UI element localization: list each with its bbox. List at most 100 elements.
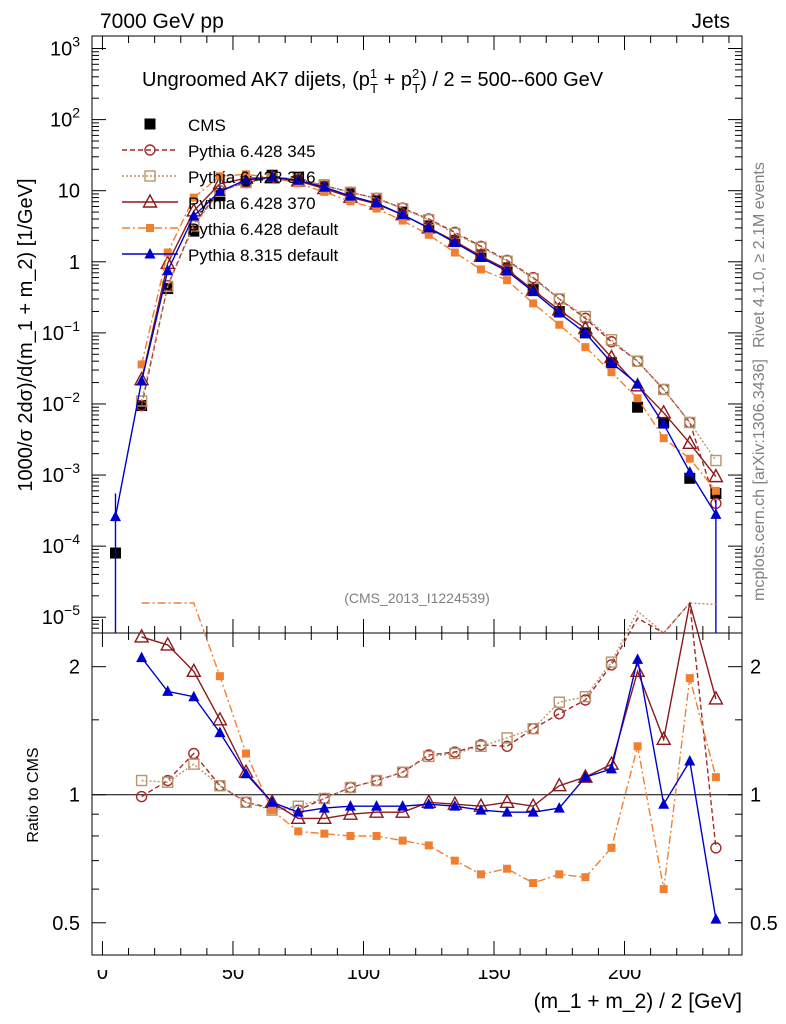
ratio-point	[294, 827, 303, 836]
ratio-point	[188, 690, 200, 702]
ratio-point	[342, 805, 359, 820]
main-ytick-label: 10−3	[42, 460, 80, 487]
data-point	[137, 360, 146, 369]
ratio-line	[141, 602, 717, 820]
ratio-point	[499, 793, 515, 808]
data-point	[503, 276, 512, 285]
legend-marker	[144, 118, 156, 130]
legend-label: Pythia 6.428 370	[188, 194, 316, 213]
mcplots-label: mcplots.cern.ch [arXiv:1306.3436]	[751, 359, 768, 601]
data-point	[372, 204, 381, 213]
mask-bottom	[0, 956, 786, 970]
ratio-point	[475, 740, 487, 752]
main-ytick-label: 1	[69, 252, 80, 274]
ratio-point	[581, 873, 590, 882]
ratio-point	[501, 740, 513, 752]
ratio-point	[710, 913, 722, 924]
data-point	[450, 248, 459, 257]
ratio-point	[424, 841, 433, 850]
data-point	[344, 190, 356, 201]
data-point	[476, 265, 485, 274]
ratio-point	[344, 800, 356, 811]
data-point	[163, 248, 172, 257]
data-point	[423, 221, 435, 233]
legend-label: CMS	[188, 116, 226, 135]
data-point	[711, 486, 720, 495]
legend-marker	[144, 144, 156, 156]
data-point	[320, 187, 329, 196]
legend-label: Pythia 6.428 346	[188, 168, 316, 187]
ratio-ytick-label: 0.5	[52, 913, 80, 935]
ratio-line	[141, 601, 717, 848]
ratio-series-pythia-6-428-default	[141, 602, 720, 894]
ratio-point	[527, 806, 539, 817]
ratio-point	[527, 722, 539, 735]
ratio-point	[529, 879, 538, 888]
data-point	[371, 197, 383, 208]
ratio-point	[503, 864, 512, 873]
series-pythia-6-428-default	[137, 170, 720, 495]
ratio-point	[607, 843, 616, 852]
ratio-point	[579, 691, 592, 703]
data-point	[684, 472, 696, 484]
data-point	[684, 416, 696, 429]
ratio-point	[316, 809, 333, 825]
ratio-point	[292, 806, 304, 817]
ratio-point	[368, 803, 385, 818]
data-point	[605, 334, 618, 346]
data-point	[424, 230, 433, 239]
legend-marker	[146, 224, 154, 232]
ratio-point	[268, 806, 277, 815]
ratio-point	[553, 802, 565, 813]
data-point	[710, 454, 722, 467]
ratio-point	[133, 628, 150, 643]
ratio-point	[372, 831, 381, 840]
data-point	[685, 454, 694, 463]
main-ytick-label: 10−5	[42, 602, 80, 629]
ratio-point	[214, 780, 226, 792]
data-point	[659, 434, 668, 443]
ratio-series-pythia-8-315-default	[136, 651, 722, 924]
header-left: 7000 GeV pp	[100, 10, 224, 33]
ratio-point	[396, 766, 409, 778]
main-ytick-label: 10	[58, 181, 80, 203]
ratio-point	[240, 767, 252, 779]
ratio-point	[240, 796, 252, 808]
data-point	[292, 174, 304, 185]
ratio-point	[684, 755, 696, 766]
ratio-point	[370, 774, 383, 787]
series-line	[140, 173, 717, 492]
ratio-point	[449, 747, 461, 760]
ratio-point	[346, 831, 355, 840]
ratio-series-pythia-6-428-346	[135, 602, 716, 816]
ratio-point	[320, 829, 329, 838]
data-point	[631, 355, 644, 367]
data-point	[136, 375, 148, 386]
ratio-point	[633, 742, 642, 751]
ratio-point	[501, 806, 513, 817]
ratio-point	[162, 776, 174, 788]
data-point	[188, 210, 200, 221]
data-point	[449, 236, 461, 248]
data-point	[632, 378, 644, 389]
legend-marker	[144, 170, 156, 182]
analysis-id: (CMS_2013_I1224539)	[344, 590, 490, 606]
data-point	[397, 208, 409, 220]
ratio-point	[656, 730, 672, 745]
chart-title: Ungroomed AK7 dijets, (p1 T + p2 T) / 2 = …	[142, 66, 604, 96]
data-point	[708, 468, 724, 483]
ratio-ytick-label: 2	[69, 657, 80, 679]
data-point	[215, 172, 224, 181]
data-point	[656, 404, 672, 419]
ratio-point	[370, 774, 383, 787]
data-point	[633, 394, 642, 403]
main-ytick-label: 10−1	[42, 318, 80, 345]
series-pythia-6-428-370	[133, 169, 724, 483]
ratio-point	[708, 690, 724, 705]
data-point	[682, 434, 698, 449]
ratio-point	[450, 856, 459, 865]
ratio-frame	[91, 632, 743, 956]
ratio-point	[215, 672, 224, 681]
data-point	[162, 283, 174, 295]
ratio-point	[318, 802, 330, 813]
